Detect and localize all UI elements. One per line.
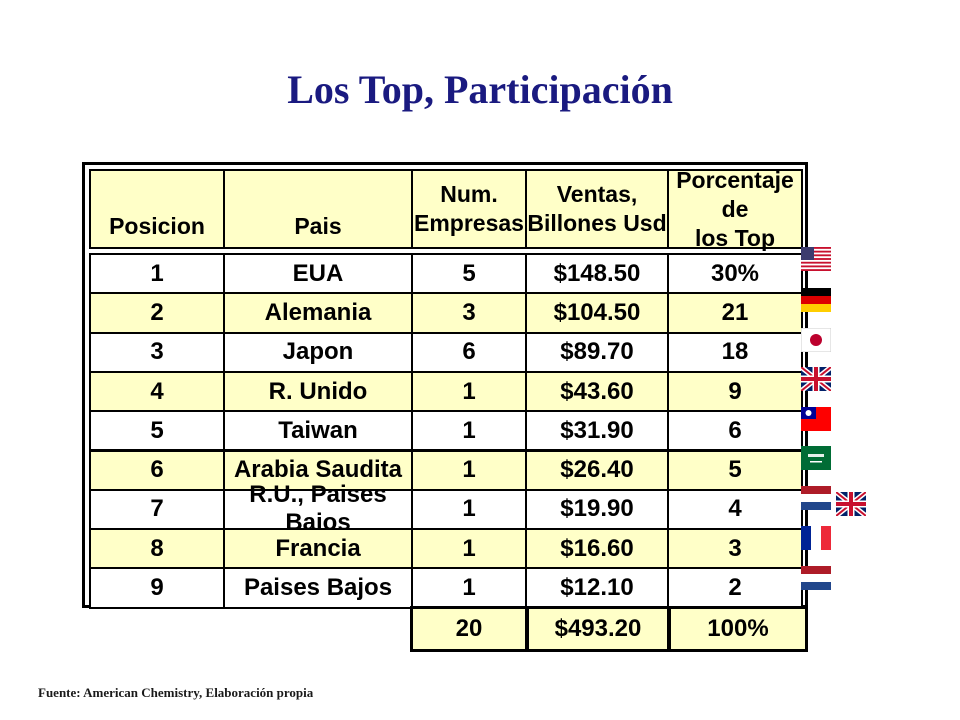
cell-ventas: $89.70: [525, 331, 669, 373]
netherlands-flag-icon: [801, 566, 831, 590]
uk-flag-icon: [801, 367, 831, 391]
cell-posicion: 9: [89, 567, 225, 609]
cell-pct: 4: [667, 488, 803, 531]
cell-num: 6: [411, 331, 527, 373]
cell-ventas: $12.10: [525, 567, 669, 609]
cell-ventas: $148.50: [525, 253, 669, 295]
cell-posicion: 3: [89, 331, 225, 373]
cell-pais: EUA: [223, 253, 413, 295]
page-title: Los Top, Participación: [287, 67, 673, 112]
cell-ventas: $31.90: [525, 410, 669, 452]
cell-posicion: 2: [89, 292, 225, 334]
header-pct: Porcentaje de los Top: [667, 167, 803, 251]
cell-pct: 18: [667, 331, 803, 373]
cell-num: 1: [411, 567, 527, 609]
header-pais: Pais: [223, 169, 413, 249]
cell-num: 1: [411, 449, 527, 491]
taiwan-flag-icon: [801, 407, 831, 431]
header-num: Num. Empresas: [411, 169, 527, 249]
cell-num: 1: [411, 528, 527, 570]
cell-ventas: $19.90: [525, 488, 669, 531]
cell-posicion: 6: [89, 449, 225, 491]
cell-posicion: 7: [89, 488, 225, 531]
cell-posicion: 4: [89, 370, 225, 413]
cell-ventas: $26.40: [525, 449, 669, 491]
cell-num: 3: [411, 292, 527, 334]
cell-pct: 5: [667, 449, 803, 491]
japan-flag-icon: [801, 328, 831, 352]
header-ventas: Ventas, Billones Usd: [525, 169, 669, 249]
cell-pais: Japon: [223, 331, 413, 373]
cell-pct: 3: [667, 528, 803, 570]
header-posicion: Posicion: [89, 169, 225, 249]
ranking-table: Posicion Pais Num. Empresas Ventas, Billone…: [82, 162, 808, 609]
cell-pct: 30%: [667, 253, 803, 295]
france-flag-icon: [801, 526, 831, 550]
cell-pct: 9: [667, 370, 803, 413]
source-note: Fuente: American Chemistry, Elaboración …: [38, 685, 314, 700]
cell-posicion: 5: [89, 410, 225, 452]
cell-pct: 2: [667, 567, 803, 609]
uk-flag-icon: [836, 492, 866, 516]
saudi-arabia-flag-icon: [801, 446, 831, 470]
cell-pais: R. Unido: [223, 370, 413, 413]
total-ventas-cell: $493.20: [526, 606, 670, 652]
cell-posicion: 1: [89, 253, 225, 295]
cell-pais: Taiwan: [223, 410, 413, 452]
cell-num: 1: [411, 488, 527, 531]
cell-pais: Francia: [223, 528, 413, 570]
cell-num: 1: [411, 370, 527, 413]
cell-num: 1: [411, 410, 527, 452]
germany-flag-icon: [801, 288, 831, 312]
cell-num: 5: [411, 253, 527, 295]
cell-posicion: 8: [89, 528, 225, 570]
cell-ventas: $16.60: [525, 528, 669, 570]
cell-pais: R.U., Paises Bajos: [223, 481, 413, 536]
cell-ventas: $43.60: [525, 370, 669, 413]
total-pct-cell: 100%: [668, 606, 808, 652]
cell-pais: Paises Bajos: [223, 567, 413, 609]
cell-pct: 6: [667, 410, 803, 452]
netherlands-flag-icon: [801, 486, 831, 510]
cell-pais: Arabia Saudita: [223, 449, 413, 491]
total-num-cell: 20: [410, 606, 528, 652]
cell-pct: 21: [667, 292, 803, 334]
usa-flag-icon: [801, 247, 831, 271]
cell-ventas: $104.50: [525, 292, 669, 334]
cell-pais: Alemania: [223, 292, 413, 334]
